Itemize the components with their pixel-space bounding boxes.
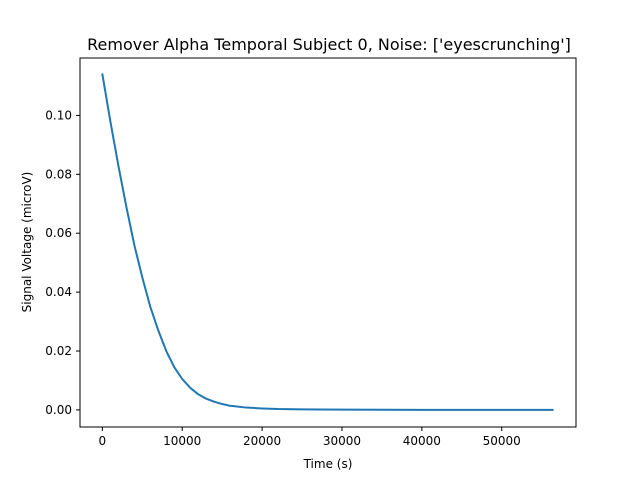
plot-frame <box>79 57 577 428</box>
x-tick-label: 20000 <box>243 434 281 448</box>
y-axis: 0.00 0.02 0.04 0.06 0.08 0.10 <box>45 108 80 417</box>
y-tick-label: 0.00 <box>45 403 72 417</box>
y-tick-label: 0.08 <box>45 167 72 181</box>
x-tick-label: 40000 <box>403 434 441 448</box>
x-tick-label: 50000 <box>483 434 521 448</box>
plot-area <box>101 73 554 411</box>
chart-title: Remover Alpha Temporal Subject 0, Noise:… <box>87 35 571 54</box>
x-tick-label: 10000 <box>163 434 201 448</box>
y-tick-label: 0.02 <box>45 344 72 358</box>
y-tick-label: 0.04 <box>45 285 72 299</box>
x-tick-label: 30000 <box>323 434 361 448</box>
x-axis: 0 10000 20000 30000 40000 50000 <box>99 427 521 448</box>
x-tick-label: 0 <box>99 434 107 448</box>
y-tick-label: 0.10 <box>45 108 72 122</box>
x-axis-label: Time (s) <box>303 457 353 471</box>
y-tick-label: 0.06 <box>45 226 72 240</box>
series-line <box>101 73 554 411</box>
y-axis-label: Signal Voltage (microV) <box>20 172 34 313</box>
